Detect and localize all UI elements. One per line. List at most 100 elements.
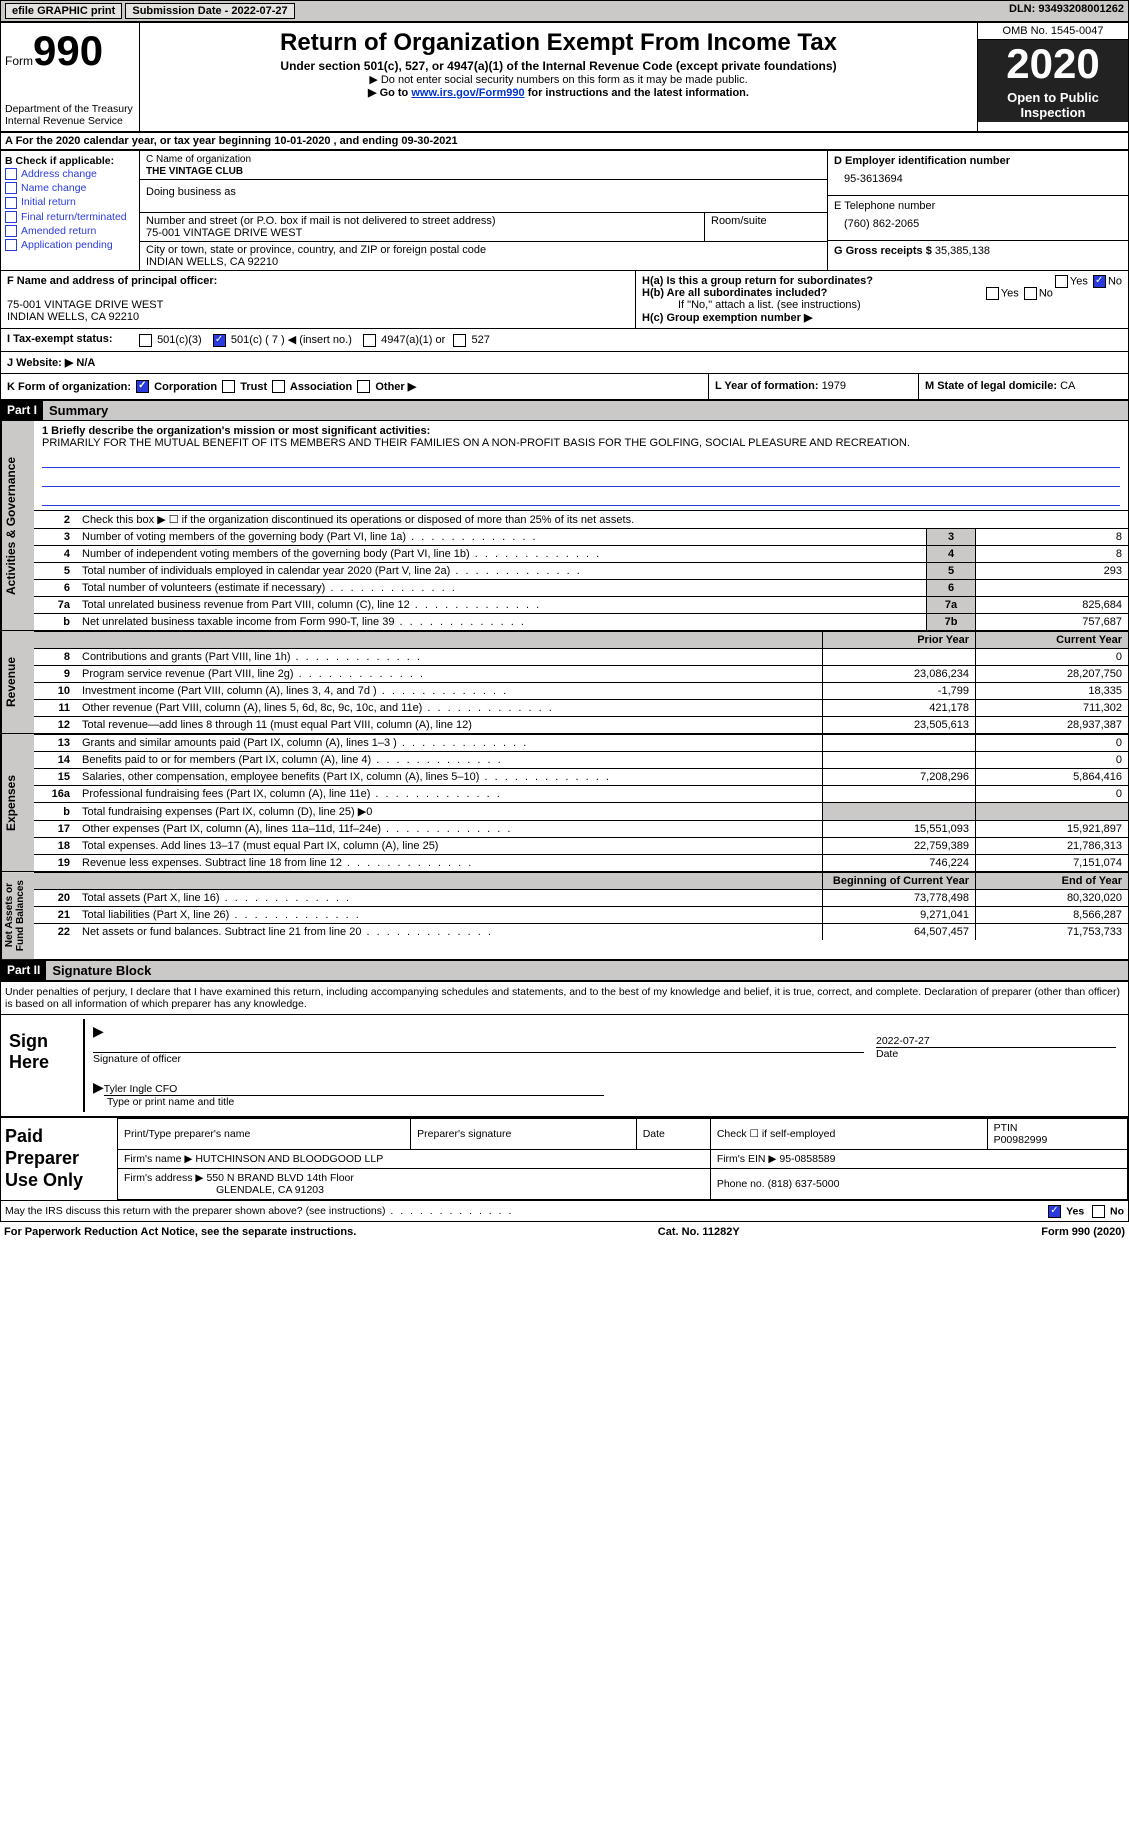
cb-address-change[interactable]: Address change xyxy=(5,167,135,181)
discuss-with-preparer: May the IRS discuss this return with the… xyxy=(0,1201,1129,1222)
efile-print-button[interactable]: efile GRAPHIC print xyxy=(5,3,122,19)
box-d-e-g: D Employer identification number95-36136… xyxy=(827,151,1128,270)
omb-number: OMB No. 1545-0047 xyxy=(978,23,1128,40)
line-7a: 7aTotal unrelated business revenue from … xyxy=(34,597,1128,614)
cb-initial-return[interactable]: Initial return xyxy=(5,195,135,209)
expenses-table: 13Grants and similar amounts paid (Part … xyxy=(34,734,1128,871)
submission-date-button[interactable]: Submission Date - 2022-07-27 xyxy=(125,3,294,19)
ha-yes-checkbox[interactable] xyxy=(1055,275,1068,288)
box-c-org-info: C Name of organization THE VINTAGE CLUB … xyxy=(140,151,827,270)
line-8: 8Contributions and grants (Part VIII, li… xyxy=(34,649,1128,666)
form-subtitle: Under section 501(c), 527, or 4947(a)(1)… xyxy=(144,59,973,73)
top-toolbar: efile GRAPHIC print Submission Date - 20… xyxy=(0,0,1129,22)
line-22: 22Net assets or fund balances. Subtract … xyxy=(34,924,1128,941)
line-17: 17Other expenses (Part IX, column (A), l… xyxy=(34,821,1128,838)
goto-note: ▶ Go to www.irs.gov/Form990 for instruct… xyxy=(144,86,973,99)
line-20: 20Total assets (Part X, line 16)73,778,4… xyxy=(34,890,1128,907)
summary-expenses: Expenses 13Grants and similar amounts pa… xyxy=(0,734,1129,872)
cb-other[interactable] xyxy=(357,380,370,393)
box-f-h: F Name and address of principal officer:… xyxy=(0,271,1129,329)
net-assets-table: Beginning of Current YearEnd of Year 20T… xyxy=(34,872,1128,940)
cb-527[interactable] xyxy=(453,334,466,347)
tab-net-assets: Net Assets or Fund Balances xyxy=(1,872,34,959)
sign-here-block: Sign Here ▶ Signature of officer 2022-07… xyxy=(0,1015,1129,1117)
net-header: Beginning of Current YearEnd of Year xyxy=(34,873,1128,890)
form-title-block: Return of Organization Exempt From Incom… xyxy=(140,23,977,131)
line-9: 9Program service revenue (Part VIII, lin… xyxy=(34,666,1128,683)
paid-preparer-block: Paid Preparer Use Only Print/Type prepar… xyxy=(0,1117,1129,1201)
cb-association[interactable] xyxy=(272,380,285,393)
line-14: 14Benefits paid to or for members (Part … xyxy=(34,752,1128,769)
officer-name: Tyler Ingle CFO xyxy=(104,1071,604,1096)
line-3: 3Number of voting members of the governi… xyxy=(34,529,1128,546)
box-k-l-m: K Form of organization: Corporation Trus… xyxy=(0,374,1129,401)
hb-no-checkbox[interactable] xyxy=(1024,287,1037,300)
org-street: 75-001 VINTAGE DRIVE WEST xyxy=(146,227,302,239)
line-18: 18Total expenses. Add lines 13–17 (must … xyxy=(34,838,1128,855)
summary-governance: Activities & Governance 1 Briefly descri… xyxy=(0,421,1129,631)
org-name: THE VINTAGE CLUB xyxy=(146,166,243,177)
department-label: Department of the Treasury Internal Reve… xyxy=(5,103,135,127)
org-city: INDIAN WELLS, CA 92210 xyxy=(146,256,278,268)
box-j-website: J Website: ▶ N/A xyxy=(0,352,1129,374)
line-21: 21Total liabilities (Part X, line 26)9,2… xyxy=(34,907,1128,924)
year-formation: 1979 xyxy=(822,380,846,392)
form-identifier: Form990 Department of the Treasury Inter… xyxy=(1,23,140,131)
line-12: 12Total revenue—add lines 8 through 11 (… xyxy=(34,717,1128,734)
ssn-note: ▶ Do not enter social security numbers o… xyxy=(144,73,973,86)
cb-501c[interactable] xyxy=(213,334,226,347)
part-ii-header: Part II Signature Block xyxy=(0,960,1129,981)
summary-net-assets: Net Assets or Fund Balances Beginning of… xyxy=(0,872,1129,960)
tab-governance: Activities & Governance xyxy=(1,421,34,630)
firm-phone: (818) 637-5000 xyxy=(768,1178,840,1190)
cb-501c3[interactable] xyxy=(139,334,152,347)
ein: 95-3613694 xyxy=(834,167,1122,191)
dln-label: DLN: 93493208001262 xyxy=(1009,3,1124,15)
line-15: 15Salaries, other compensation, employee… xyxy=(34,769,1128,786)
discuss-no-checkbox[interactable] xyxy=(1092,1205,1105,1218)
revenue-header: Prior YearCurrent Year xyxy=(34,632,1128,649)
preparer-row-2: Firm's name ▶ HUTCHINSON AND BLOODGOOD L… xyxy=(118,1150,1128,1169)
line-16a: 16aProfessional fundraising fees (Part I… xyxy=(34,786,1128,803)
box-b-checkboxes: B Check if applicable: Address change Na… xyxy=(1,151,140,270)
part-i-header: Part I Summary xyxy=(0,400,1129,421)
line-5: 5Total number of individuals employed in… xyxy=(34,563,1128,580)
inspection-label: Open to Public Inspection xyxy=(978,88,1128,122)
firm-name: HUTCHINSON AND BLOODGOOD LLP xyxy=(195,1153,383,1165)
sign-date: 2022-07-27 xyxy=(876,1023,1116,1048)
page-footer: For Paperwork Reduction Act Notice, see … xyxy=(0,1222,1129,1242)
cb-trust[interactable] xyxy=(222,380,235,393)
governance-table: 2Check this box ▶ ☐ if the organization … xyxy=(34,510,1128,630)
penalties-declaration: Under penalties of perjury, I declare th… xyxy=(0,981,1129,1015)
summary-revenue: Revenue Prior YearCurrent Year 8Contribu… xyxy=(0,631,1129,734)
hb-yes-checkbox[interactable] xyxy=(986,287,999,300)
line-4: 4Number of independent voting members of… xyxy=(34,546,1128,563)
cb-name-change[interactable]: Name change xyxy=(5,181,135,195)
tax-year: 2020 xyxy=(978,40,1128,88)
line-10: 10Investment income (Part VIII, column (… xyxy=(34,683,1128,700)
line-13: 13Grants and similar amounts paid (Part … xyxy=(34,735,1128,752)
preparer-row-3: Firm's address ▶ 550 N BRAND BLVD 14th F… xyxy=(118,1169,1128,1200)
irs-link[interactable]: www.irs.gov/Form990 xyxy=(411,87,524,99)
mission-text: PRIMARILY FOR THE MUTUAL BENEFIT OF ITS … xyxy=(42,437,910,449)
header-block-bcdefg: B Check if applicable: Address change Na… xyxy=(0,150,1129,271)
state-domicile: CA xyxy=(1060,380,1075,392)
cb-final-return[interactable]: Final return/terminated xyxy=(5,210,135,224)
year-block: OMB No. 1545-0047 2020 Open to Public In… xyxy=(977,23,1128,131)
paid-preparer-table: Print/Type preparer's namePreparer's sig… xyxy=(117,1118,1128,1200)
line-19: 19Revenue less expenses. Subtract line 1… xyxy=(34,855,1128,872)
line-2: 2Check this box ▶ ☐ if the organization … xyxy=(34,511,1128,529)
preparer-row-1: Print/Type preparer's namePreparer's sig… xyxy=(118,1119,1128,1150)
tab-revenue: Revenue xyxy=(1,631,34,733)
cb-application-pending[interactable]: Application pending xyxy=(5,238,135,252)
line-16b: bTotal fundraising expenses (Part IX, co… xyxy=(34,803,1128,821)
box-i-tax-status: I Tax-exempt status: 501(c)(3) 501(c) ( … xyxy=(0,329,1129,352)
discuss-yes-checkbox[interactable] xyxy=(1048,1205,1061,1218)
gross-receipts: 35,385,138 xyxy=(935,245,990,257)
website-value: N/A xyxy=(73,357,95,369)
cb-4947[interactable] xyxy=(363,334,376,347)
ha-no-checkbox[interactable] xyxy=(1093,275,1106,288)
cb-amended-return[interactable]: Amended return xyxy=(5,224,135,238)
cb-corporation[interactable] xyxy=(136,380,149,393)
phone: (760) 862-2065 xyxy=(834,212,1122,236)
